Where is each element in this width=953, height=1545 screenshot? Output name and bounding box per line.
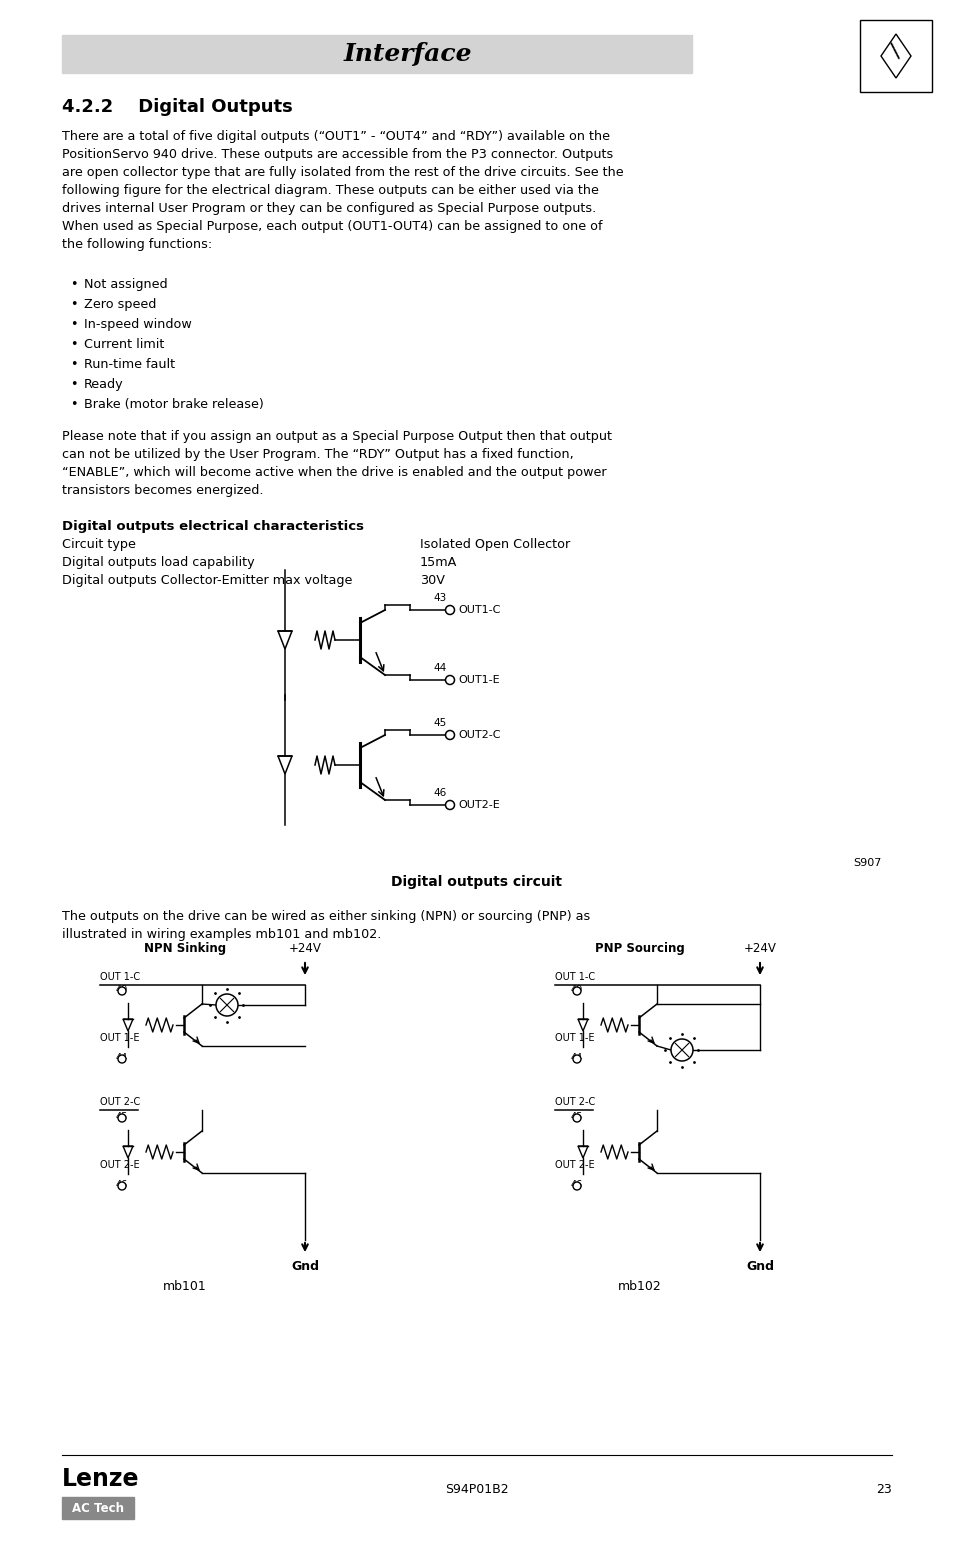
Text: •: •: [71, 298, 77, 311]
Text: Ready: Ready: [84, 379, 124, 391]
Text: OUT 1-C: OUT 1-C: [100, 972, 140, 983]
Text: Circuit type: Circuit type: [62, 538, 135, 552]
Circle shape: [670, 1038, 692, 1061]
Text: Gnd: Gnd: [745, 1261, 773, 1273]
Polygon shape: [578, 1146, 587, 1159]
Text: Not assigned: Not assigned: [84, 278, 168, 290]
Text: •: •: [71, 399, 77, 411]
Text: 46: 46: [434, 788, 447, 799]
Text: OUT1-C: OUT1-C: [457, 606, 500, 615]
Text: S907: S907: [853, 857, 882, 868]
Text: •: •: [71, 278, 77, 290]
Circle shape: [118, 1114, 126, 1122]
Text: OUT1-E: OUT1-E: [457, 675, 499, 684]
Text: OUT 1-E: OUT 1-E: [555, 1034, 594, 1043]
Text: S94P01B2: S94P01B2: [445, 1483, 508, 1496]
Text: Digital outputs Collector-Emitter max voltage: Digital outputs Collector-Emitter max vo…: [62, 575, 352, 587]
Circle shape: [445, 606, 454, 615]
Text: OUT2-C: OUT2-C: [457, 729, 500, 740]
Text: 46: 46: [570, 1180, 582, 1190]
Text: NPN Sinking: NPN Sinking: [144, 942, 226, 955]
Text: +24V: +24V: [742, 942, 776, 955]
Circle shape: [445, 731, 454, 740]
Circle shape: [573, 1055, 580, 1063]
Text: OUT 2-C: OUT 2-C: [555, 1097, 595, 1108]
Text: Gnd: Gnd: [291, 1261, 318, 1273]
Text: Digital outputs load capability: Digital outputs load capability: [62, 556, 254, 569]
Text: Brake (motor brake release): Brake (motor brake release): [84, 399, 263, 411]
Text: 45: 45: [570, 1112, 582, 1122]
Polygon shape: [277, 630, 292, 649]
Text: 45: 45: [115, 1112, 128, 1122]
Circle shape: [118, 1182, 126, 1190]
Text: 43: 43: [434, 593, 447, 603]
Text: OUT 2-E: OUT 2-E: [100, 1160, 139, 1170]
Polygon shape: [880, 34, 910, 77]
Text: 44: 44: [570, 1054, 582, 1063]
Circle shape: [215, 993, 237, 1017]
Text: PNP Sourcing: PNP Sourcing: [595, 942, 684, 955]
Text: Run-time fault: Run-time fault: [84, 358, 175, 371]
Text: Digital outputs circuit: Digital outputs circuit: [391, 874, 562, 888]
Text: •: •: [71, 379, 77, 391]
Text: +24V: +24V: [288, 942, 321, 955]
Text: 30V: 30V: [419, 575, 444, 587]
Text: There are a total of five digital outputs (“OUT1” - “OUT4” and “RDY”) available : There are a total of five digital output…: [62, 130, 623, 250]
Text: OUT2-E: OUT2-E: [457, 800, 499, 810]
Circle shape: [118, 1055, 126, 1063]
Text: •: •: [71, 318, 77, 331]
Text: 44: 44: [434, 663, 447, 674]
Circle shape: [445, 675, 454, 684]
Polygon shape: [578, 1020, 587, 1031]
Text: Isolated Open Collector: Isolated Open Collector: [419, 538, 570, 552]
Text: 23: 23: [876, 1483, 891, 1496]
Text: mb102: mb102: [618, 1279, 661, 1293]
Text: Please note that if you assign an output as a Special Purpose Output then that o: Please note that if you assign an output…: [62, 430, 612, 497]
Bar: [62, 36, 691, 73]
Text: 4.2.2    Digital Outputs: 4.2.2 Digital Outputs: [62, 97, 293, 116]
Text: Zero speed: Zero speed: [84, 298, 156, 311]
Text: Digital outputs electrical characteristics: Digital outputs electrical characteristi…: [62, 521, 364, 533]
Polygon shape: [277, 756, 292, 774]
Text: Current limit: Current limit: [84, 338, 164, 351]
Text: •: •: [71, 358, 77, 371]
Text: /: /: [885, 42, 904, 60]
Text: 44: 44: [115, 1054, 128, 1063]
Text: AC Tech: AC Tech: [71, 1502, 124, 1514]
Text: mb101: mb101: [163, 1279, 207, 1293]
Text: Lenze: Lenze: [62, 1468, 139, 1491]
Polygon shape: [123, 1146, 132, 1159]
Text: In-speed window: In-speed window: [84, 318, 192, 331]
Text: OUT 1-E: OUT 1-E: [100, 1034, 139, 1043]
Circle shape: [445, 800, 454, 810]
Text: OUT 1-C: OUT 1-C: [555, 972, 595, 983]
Circle shape: [573, 1114, 580, 1122]
Text: 46: 46: [115, 1180, 128, 1190]
Bar: [62, 1497, 133, 1519]
Text: 49: 49: [115, 986, 128, 995]
Circle shape: [118, 987, 126, 995]
Text: Interface: Interface: [343, 42, 472, 66]
Circle shape: [573, 1182, 580, 1190]
Text: 45: 45: [434, 718, 447, 728]
Circle shape: [573, 987, 580, 995]
Polygon shape: [123, 1020, 132, 1031]
Text: 49: 49: [570, 986, 582, 995]
Text: The outputs on the drive can be wired as either sinking (NPN) or sourcing (PNP) : The outputs on the drive can be wired as…: [62, 910, 590, 941]
Bar: [859, 20, 931, 93]
Text: 15mA: 15mA: [419, 556, 456, 569]
Text: •: •: [71, 338, 77, 351]
Text: OUT 2-C: OUT 2-C: [100, 1097, 140, 1108]
Text: OUT 2-E: OUT 2-E: [555, 1160, 594, 1170]
